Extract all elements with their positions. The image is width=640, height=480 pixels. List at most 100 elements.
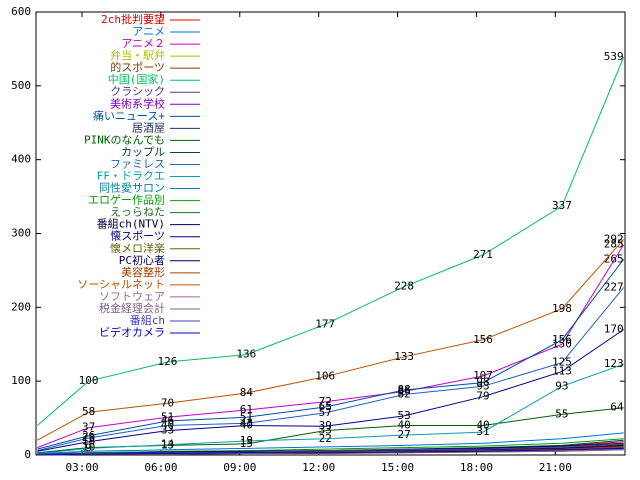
series-line xyxy=(37,239,625,441)
data-label: 170 xyxy=(604,322,624,335)
data-label: 93 xyxy=(476,379,489,392)
data-label: 79 xyxy=(476,390,489,403)
x-tick-label: 12:00 xyxy=(302,461,335,474)
data-label: 126 xyxy=(158,355,178,368)
data-label: 37 xyxy=(82,421,95,434)
legend-label: 弁当・駅弁 xyxy=(110,48,165,62)
data-label: 40 xyxy=(476,418,489,431)
series-line xyxy=(37,329,624,452)
legend-label: 美容整形 xyxy=(121,265,165,279)
data-label: 228 xyxy=(394,280,414,293)
y-tick-label: 200 xyxy=(11,300,31,313)
x-tick-label: 03:00 xyxy=(65,461,98,474)
data-label: 82 xyxy=(398,387,411,400)
data-label: 51 xyxy=(240,410,253,423)
legend-label: 痛いニュース+ xyxy=(93,108,165,122)
series-line xyxy=(37,363,624,454)
data-label: 337 xyxy=(552,199,572,212)
legend-label: ソフトウェア xyxy=(99,290,165,303)
x-tick-label: 21:00 xyxy=(539,461,572,474)
y-tick-label: 100 xyxy=(11,374,31,387)
legend-label: 懐メロ洋楽 xyxy=(110,241,165,255)
x-tick-label: 15:00 xyxy=(381,461,414,474)
data-label: 198 xyxy=(552,302,572,315)
data-label: 18 xyxy=(82,435,95,448)
data-label: 285 xyxy=(604,238,624,251)
data-label: 53 xyxy=(398,409,411,422)
data-label: 65 xyxy=(319,400,332,413)
data-label: 64 xyxy=(610,401,624,414)
data-label: 84 xyxy=(240,386,254,399)
data-label: 292 xyxy=(604,232,624,245)
series-line xyxy=(36,56,625,426)
x-tick-label: 09:00 xyxy=(223,461,256,474)
y-tick-label: 600 xyxy=(11,5,31,18)
y-tick-label: 400 xyxy=(11,153,31,166)
data-label: 40 xyxy=(398,418,411,431)
data-label: 51 xyxy=(161,410,174,423)
legend-label: 税金経理会計 xyxy=(99,301,165,315)
legend-label: カップル xyxy=(121,145,165,158)
data-label: 156 xyxy=(473,333,493,346)
data-label: 177 xyxy=(315,317,335,330)
data-label: 227 xyxy=(604,280,624,293)
series-line xyxy=(37,438,624,455)
data-label: 72 xyxy=(319,395,332,408)
data-label: 125 xyxy=(552,356,572,369)
data-label: 88 xyxy=(398,383,411,396)
series-line xyxy=(37,447,624,456)
legend-label: ソーシャルネット xyxy=(77,278,165,291)
data-label: 27 xyxy=(398,428,411,441)
legend-label: アニメ２ xyxy=(121,37,165,50)
data-label: 156 xyxy=(552,333,572,346)
data-label: 33 xyxy=(161,424,174,437)
data-label: 14 xyxy=(161,438,175,451)
legend-label: PC初心者 xyxy=(119,253,165,267)
data-label: 33 xyxy=(319,424,332,437)
series-line xyxy=(37,258,625,450)
legend-label: 2ch批判要望 xyxy=(101,12,165,26)
legend-label: 番組ch(NTV) xyxy=(97,218,165,231)
data-label: 40 xyxy=(161,418,174,431)
data-label: 61 xyxy=(240,403,253,416)
data-label: 46 xyxy=(161,414,174,427)
data-label: 123 xyxy=(604,357,624,370)
legend-label: PINKのなんでも xyxy=(84,133,165,146)
data-label: 539 xyxy=(604,50,624,63)
legend-label: 的スポーツ xyxy=(110,60,165,74)
data-label: 150 xyxy=(552,337,572,350)
series-line xyxy=(37,443,624,455)
data-label: 107 xyxy=(473,369,493,382)
legend-label: エロゲー作品別 xyxy=(88,194,165,207)
y-tick-label: 0 xyxy=(24,448,31,461)
legend-label: 中国(国家) xyxy=(108,72,165,86)
legend-label: ファミレス xyxy=(110,157,165,170)
legend-label: 同性愛サロン xyxy=(99,181,165,195)
data-label: 271 xyxy=(473,248,493,261)
data-label: 57 xyxy=(319,406,332,419)
data-label: 58 xyxy=(82,405,95,418)
legend-label: えっらねた xyxy=(110,206,165,219)
data-label: 93 xyxy=(555,379,568,392)
data-label: 113 xyxy=(552,365,572,378)
legend-label: ビデオカメラ xyxy=(99,325,165,339)
legend-label: 美術系学校 xyxy=(110,96,165,110)
data-label: 19 xyxy=(240,434,253,447)
x-tick-label: 06:00 xyxy=(144,461,177,474)
series-line xyxy=(37,432,624,454)
data-label: 9 xyxy=(85,441,92,454)
data-label: 106 xyxy=(315,370,335,383)
legend-label: 居酒屋 xyxy=(132,121,165,134)
x-tick-label: 18:00 xyxy=(460,461,493,474)
data-label: 15 xyxy=(240,437,253,450)
data-label: 55 xyxy=(555,407,568,420)
y-tick-label: 500 xyxy=(11,79,31,92)
data-label: 10 xyxy=(82,441,95,454)
data-label: 40 xyxy=(240,418,253,431)
data-label: 136 xyxy=(236,348,256,361)
data-label: 31 xyxy=(476,425,489,438)
legend-label: アニメ xyxy=(132,25,165,38)
data-label: 22 xyxy=(319,432,332,445)
data-label: 70 xyxy=(161,396,174,409)
